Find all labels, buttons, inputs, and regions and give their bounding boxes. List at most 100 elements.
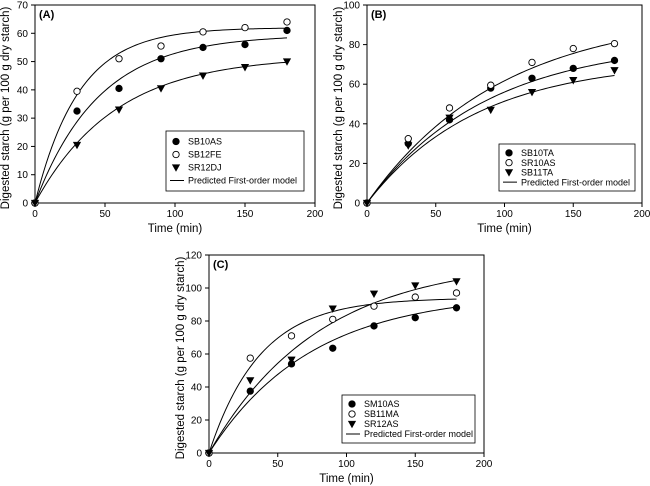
data-point <box>283 26 291 35</box>
y-tick-label: 60 <box>191 350 203 361</box>
y-tick-label: 100 <box>343 1 360 12</box>
x-axis-title: Time (min) <box>477 223 532 235</box>
x-tick-label: 100 <box>338 459 355 470</box>
x-tick-label: 200 <box>307 209 324 220</box>
y-axis-title: Digested starch (g per 100 g dry starch) <box>333 7 345 210</box>
data-point <box>610 56 619 65</box>
data-point <box>114 106 124 114</box>
legend-marker <box>172 137 180 146</box>
data-point <box>487 81 495 89</box>
legend-box <box>498 143 636 192</box>
panel-label: (A) <box>39 9 55 21</box>
data-point <box>569 77 578 85</box>
legend-label: Predicted First-order model <box>188 176 297 186</box>
data-point <box>411 314 419 322</box>
data-point <box>569 64 577 73</box>
y-tick-label: 30 <box>17 114 29 125</box>
legend-label: SM10AS <box>364 399 400 409</box>
data-point <box>369 290 379 298</box>
data-point <box>404 142 413 150</box>
data-point <box>328 305 337 313</box>
legend-marker <box>347 420 357 429</box>
data-point <box>156 85 166 93</box>
chart-panel: 0 50 100 150 200 0 10 20 30 40 50 60 70 Time (min) Dig… <box>0 1 324 236</box>
data-point <box>157 42 165 50</box>
data-point <box>246 387 254 395</box>
y-tick-label: 20 <box>349 159 361 170</box>
data-point <box>157 55 165 63</box>
legend-marker <box>505 149 513 157</box>
data-point <box>72 141 82 150</box>
x-tick-label: 50 <box>272 459 284 470</box>
y-tick-label: 20 <box>191 416 203 427</box>
data-point <box>199 28 207 36</box>
x-tick-label: 200 <box>476 459 493 470</box>
legend-label: SB12FE <box>188 150 222 160</box>
data-point <box>199 43 207 52</box>
y-tick-label: 60 <box>17 29 29 40</box>
y-tick-label: 60 <box>349 80 361 91</box>
legend-marker <box>504 169 514 177</box>
data-point <box>30 199 40 208</box>
legend-label: SB10TA <box>521 148 554 158</box>
data-point <box>115 55 123 63</box>
y-tick-label: 40 <box>191 383 203 394</box>
data-point <box>73 87 81 95</box>
data-point <box>329 315 337 323</box>
data-point <box>287 356 296 364</box>
x-axis-title: Time (min) <box>148 223 203 235</box>
data-point <box>610 67 619 75</box>
data-point <box>370 302 378 310</box>
legend-label: SR12AS <box>364 419 399 429</box>
data-point <box>283 18 291 26</box>
data-point <box>486 106 495 115</box>
x-tick-label: 150 <box>565 209 582 220</box>
legend-marker <box>348 410 356 418</box>
y-tick-label: 0 <box>354 199 360 210</box>
x-tick-label: 50 <box>99 209 111 220</box>
y-tick-label: 40 <box>349 119 361 130</box>
x-tick-label: 0 <box>32 209 38 220</box>
data-point <box>411 282 420 290</box>
legend-label: SR12DJ <box>188 163 222 173</box>
data-point <box>569 44 577 53</box>
legend: SB10AS SB12FE SR12DJ Predicted First-order … <box>165 130 305 192</box>
data-point <box>404 134 412 143</box>
data-point <box>240 64 250 72</box>
y-tick-label: 120 <box>185 251 202 262</box>
data-point <box>287 332 296 340</box>
legend-box <box>341 394 476 444</box>
y-tick-label: 40 <box>17 85 29 96</box>
y-tick-label: 10 <box>17 170 29 181</box>
x-tick-label: 50 <box>430 209 442 220</box>
data-point <box>452 278 461 286</box>
data-point <box>610 39 619 48</box>
data-point <box>198 72 208 80</box>
legend-label: SR10AS <box>521 158 556 168</box>
x-tick-label: 150 <box>407 459 424 470</box>
data-point <box>445 114 454 123</box>
x-axis-title: Time (min) <box>319 473 374 485</box>
legend-label: Predicted First-order model <box>364 429 473 439</box>
panel-label: (B) <box>371 9 387 21</box>
x-tick-label: 0 <box>206 459 212 470</box>
legend-label: SB11MA <box>364 409 399 419</box>
y-tick-label: 0 <box>196 449 202 460</box>
legend-label: SB10AS <box>188 137 222 147</box>
y-tick-label: 70 <box>17 1 29 12</box>
data-point <box>528 74 536 82</box>
y-tick-label: 0 <box>22 199 28 210</box>
data-point <box>282 58 292 66</box>
y-tick-label: 80 <box>191 317 203 328</box>
data-point <box>329 344 337 352</box>
data-point <box>204 449 214 458</box>
y-tick-label: 100 <box>185 284 202 295</box>
data-point <box>241 23 249 32</box>
data-point <box>73 107 81 115</box>
legend-label: SB11TA <box>521 168 553 178</box>
data-point <box>370 322 378 330</box>
data-point <box>246 354 254 362</box>
